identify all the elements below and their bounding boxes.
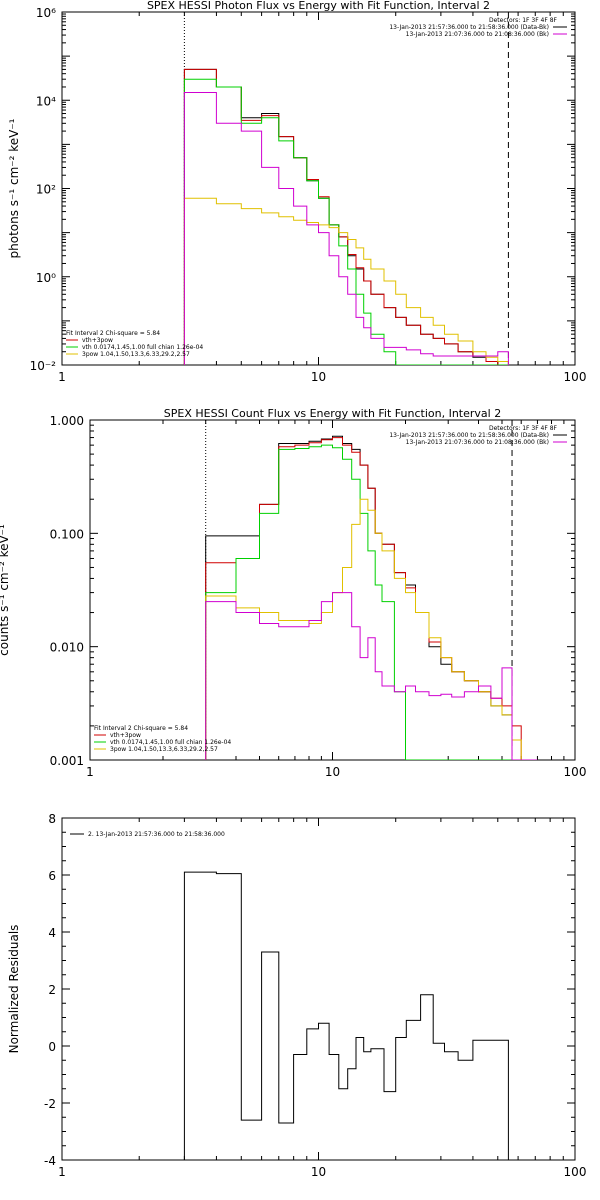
- series-line-3: [183, 78, 509, 365]
- y-tick-label: 10²: [36, 183, 56, 197]
- y-tick-label: 10⁰: [36, 271, 56, 285]
- chart-panel-3: 1 10 100 -4 -2 0 2 4 6 8 Normalized Residuals 2. 13…: [7, 812, 586, 1179]
- x-tick-label: 100: [564, 370, 587, 384]
- legend-bottom-entry: vth+3pow: [110, 732, 141, 739]
- series-line-1: [205, 435, 538, 760]
- chart-title: SPEX HESSI Count Flux vs Energy with Fit…: [164, 407, 501, 420]
- x-tick-label: 10: [325, 765, 340, 779]
- series-line-2: [183, 68, 509, 365]
- legend-top-entry: 13-Jan-2013 21:57:36.000 to 21:58:36.000…: [389, 432, 549, 439]
- legend-top-entry: 13-Jan-2013 21:57:36.000 to 21:58:36.000…: [389, 24, 549, 31]
- plot-frame: [61, 817, 576, 1161]
- legend-top-entry: 13-Jan-2013 21:07:36.000 to 21:08:36.000…: [406, 439, 549, 446]
- legend-bottom-entry: vth 0.0174,1.45,1.00 full chian 1.26e-04: [82, 344, 203, 351]
- y-tick-label: 10⁴: [36, 94, 56, 108]
- series-line-5: [205, 592, 538, 760]
- series-line-4: [205, 498, 538, 760]
- y-tick-label: 2: [48, 983, 56, 997]
- y-tick-label: 10⁻²: [30, 359, 57, 373]
- y-tick-label: -2: [44, 1097, 56, 1111]
- x-tick-label: 1: [58, 370, 66, 384]
- x-tick-label: 10: [311, 1165, 326, 1179]
- y-axis-label: Normalized Residuals: [7, 925, 21, 1054]
- y-tick-label: 0.010: [50, 641, 84, 655]
- y-tick-label: -4: [44, 1154, 56, 1168]
- legend-bottom-entry: 3pow 1.04,1.50,13.3,6.33,29.2,2.57: [110, 746, 218, 753]
- series-line-3: [205, 444, 538, 760]
- legend-top-left-entry: 2. 13-Jan-2013 21:57:36.000 to 21:58:36.…: [88, 831, 225, 838]
- chart-panel-2: SPEX HESSI Count Flux vs Energy with Fit…: [0, 407, 586, 779]
- series-line-4: [183, 197, 509, 365]
- chart-title: SPEX HESSI Photon Flux vs Energy with Fi…: [147, 0, 490, 12]
- series-line-1: [183, 68, 509, 365]
- series-line-5: [183, 92, 509, 365]
- legend-top-entry: Detectors: 1F 3F 4F 8F: [489, 425, 558, 432]
- legend-bottom-entry: 3pow 1.04,1.50,13.3,6.33,29.2,2.57: [82, 351, 190, 358]
- legend-bottom-entry: Fit Interval 2 Chi-square = 5.84: [94, 725, 188, 732]
- y-axis-label: counts s⁻¹ cm⁻² keV⁻¹: [0, 524, 11, 656]
- y-tick-label: 1.000: [50, 414, 84, 428]
- x-tick-label: 1: [58, 1165, 66, 1179]
- chart-panel-1: SPEX HESSI Photon Flux vs Energy with Fi…: [7, 0, 586, 384]
- legend-bottom-entry: vth 0.0174,1.45,1.00 full chian 1.26e-04: [110, 739, 231, 746]
- x-tick-label: 1: [86, 765, 94, 779]
- y-tick-label: 4: [48, 926, 56, 940]
- series-line-1: [183, 871, 509, 1160]
- x-tick-label: 100: [564, 1165, 587, 1179]
- y-tick-label: 10⁶: [36, 6, 56, 20]
- y-tick-label: 0: [48, 1040, 56, 1054]
- x-tick-label: 100: [564, 765, 587, 779]
- series-line-2: [205, 437, 538, 760]
- legend-bottom-entry: Fit Interval 2 Chi-square = 5.84: [66, 330, 160, 337]
- y-axis-label: photons s⁻¹ cm⁻² keV⁻¹: [7, 118, 21, 258]
- legend-top-entry: 13-Jan-2013 21:07:36.000 to 21:08:36.000…: [406, 31, 549, 38]
- y-tick-label: 0.100: [50, 527, 84, 541]
- y-tick-label: 6: [48, 869, 56, 883]
- x-tick-label: 10: [311, 370, 326, 384]
- y-tick-label: 0.001: [50, 754, 84, 768]
- legend-top-entry: Detectors: 1F 3F 4F 8F: [489, 17, 558, 24]
- y-tick-label: 8: [48, 812, 56, 826]
- legend-bottom-entry: vth+3pow: [82, 337, 113, 344]
